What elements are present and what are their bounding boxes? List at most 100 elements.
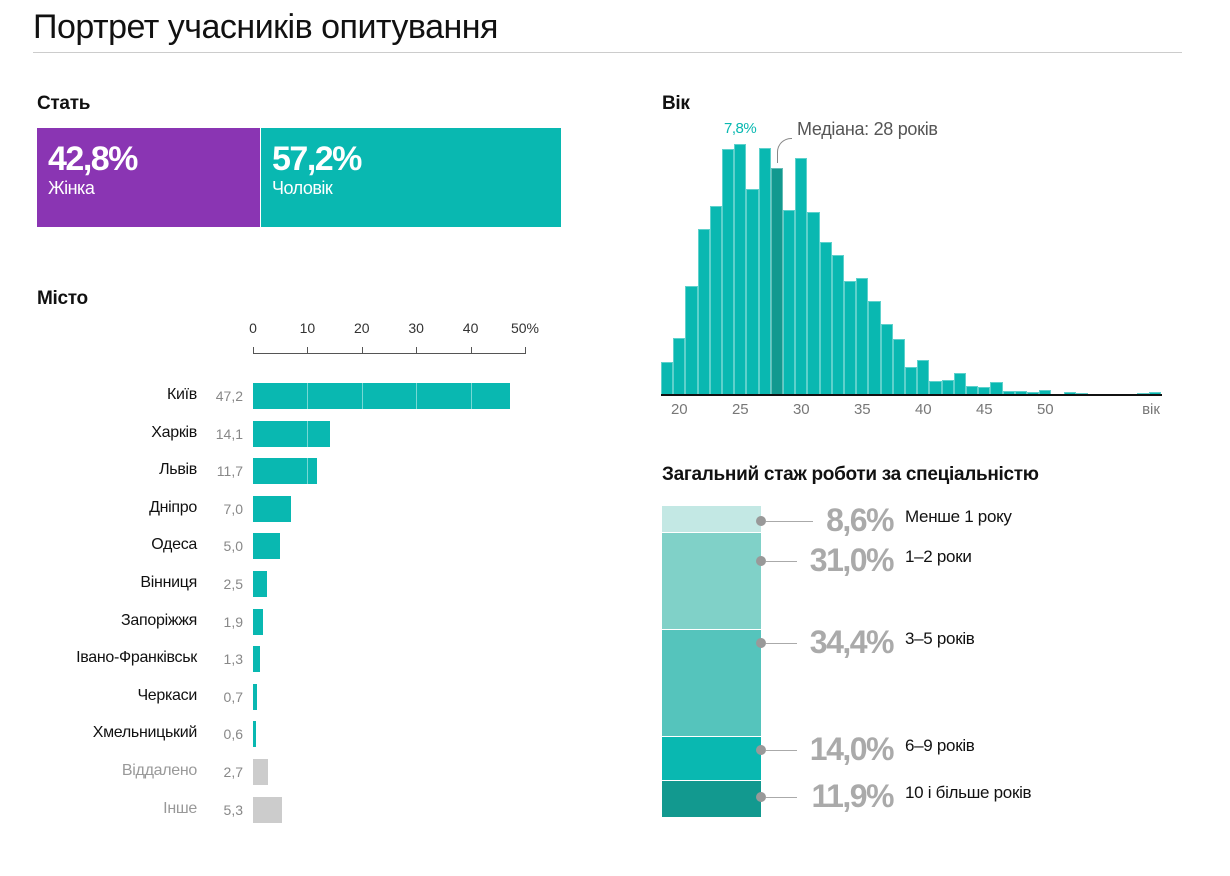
median-callout-line: [777, 138, 792, 163]
city-heading: Місто: [37, 288, 88, 309]
age-bar: [758, 148, 771, 394]
city-value: 47,2: [215, 388, 243, 404]
age-bar: [978, 386, 991, 394]
axis-tick-label: 40: [462, 320, 479, 336]
experience-segment: [662, 780, 761, 817]
connector-dot: [756, 556, 766, 566]
age-bar: [929, 380, 942, 394]
age-bar: [807, 212, 820, 394]
city-bar: [253, 571, 267, 597]
city-bar: [253, 646, 261, 673]
age-bar: [917, 360, 930, 394]
city-value: 1,3: [223, 651, 243, 668]
axis-tick: [525, 347, 526, 354]
axis-tick-label: 50%: [510, 320, 540, 336]
age-bar: [880, 324, 893, 394]
age-axis-line: [661, 394, 1162, 396]
city-bar: [253, 796, 282, 823]
bar-gridline: [361, 383, 363, 409]
connector-line: [766, 643, 797, 644]
experience-pct: 14,0%: [809, 731, 895, 767]
age-bar: [1014, 390, 1027, 394]
axis-tick-label: 0: [249, 320, 257, 336]
city-bar: [253, 383, 510, 409]
bar-gridline: [307, 383, 309, 409]
age-bar: [722, 148, 735, 394]
experience-label: 10 і більше років: [905, 783, 1032, 802]
age-bar: [1002, 390, 1015, 394]
age-bar: [831, 255, 844, 394]
experience-pct: 31,0%: [809, 542, 895, 578]
experience-label: 3–5 років: [905, 629, 975, 648]
experience-segment: [662, 629, 761, 736]
axis-tick: [307, 347, 309, 354]
age-bar: [734, 144, 747, 394]
age-bar: [685, 285, 698, 394]
city-label: Київ: [166, 386, 197, 403]
city-bar: [253, 420, 330, 447]
city-value: 11,7: [216, 463, 243, 480]
age-tick-label: 20: [670, 401, 688, 418]
age-tick-label: 40: [914, 401, 932, 418]
city-value: 5,0: [223, 538, 243, 555]
connector-line: [766, 750, 797, 751]
age-bar: [941, 379, 954, 394]
age-tick-label: 35: [853, 401, 871, 418]
city-value: 2,7: [223, 764, 243, 780]
city-value: 5,3: [223, 801, 243, 818]
axis-tick-label: 10: [299, 320, 316, 336]
age-bar: [673, 337, 686, 394]
axis-tick: [361, 347, 363, 354]
age-bar: [1027, 392, 1040, 394]
female-pct: 42,8%: [48, 140, 138, 178]
axis-tick: [470, 347, 472, 354]
city-bar: [253, 721, 257, 748]
city-bar: [253, 759, 268, 785]
age-bar: [905, 367, 918, 394]
age-axis-label: вік: [1142, 401, 1160, 418]
age-bar: [661, 362, 674, 394]
experience-pct: 11,9%: [811, 778, 895, 814]
city-value: 0,6: [223, 726, 243, 743]
city-label: Дніпро: [149, 498, 197, 516]
age-bar: [1063, 392, 1076, 394]
city-value: 0,7: [223, 688, 243, 705]
gender-male-bar: 57,2% Чоловік: [261, 128, 561, 227]
experience-segment: [662, 532, 761, 629]
city-label: Вінниця: [140, 574, 197, 591]
age-tick-label: 30: [792, 401, 810, 418]
axis-line: [253, 353, 525, 354]
city-label: Харків: [151, 423, 197, 441]
age-bar: [868, 300, 881, 394]
age-bar: [819, 241, 832, 394]
city-label: Львів: [159, 461, 197, 479]
age-bar: [990, 382, 1003, 394]
age-bar: [783, 210, 796, 394]
experience-heading: Загальний стаж роботи за спеціальністю: [662, 464, 1039, 485]
male-pct: 57,2%: [272, 140, 362, 178]
age-tick-label: 25: [731, 401, 749, 418]
city-label: Черкаси: [137, 686, 197, 704]
experience-pct: 34,4%: [809, 624, 895, 660]
city-bar: [253, 495, 292, 522]
experience-segment: [662, 736, 761, 780]
city-bar: [253, 533, 281, 560]
age-tick-label: 50: [1036, 401, 1054, 418]
experience-label: 1–2 роки: [905, 547, 972, 566]
experience-label: 6–9 років: [905, 736, 975, 755]
age-bar: [746, 188, 759, 394]
city-bar: [253, 458, 317, 485]
city-label: Інше: [163, 799, 197, 817]
age-bar: [844, 280, 857, 394]
experience-pct: 8,6%: [826, 502, 894, 538]
connector-dot: [756, 745, 766, 755]
gender-heading: Стать: [37, 93, 91, 114]
city-value: 1,9: [223, 613, 243, 630]
bar-gridline: [307, 420, 309, 447]
female-label: Жінка: [48, 178, 95, 198]
city-label: Хмельницький: [92, 724, 198, 742]
bar-gridline: [307, 458, 309, 485]
age-bar: [1149, 392, 1162, 394]
city-value: 7,0: [223, 500, 243, 517]
